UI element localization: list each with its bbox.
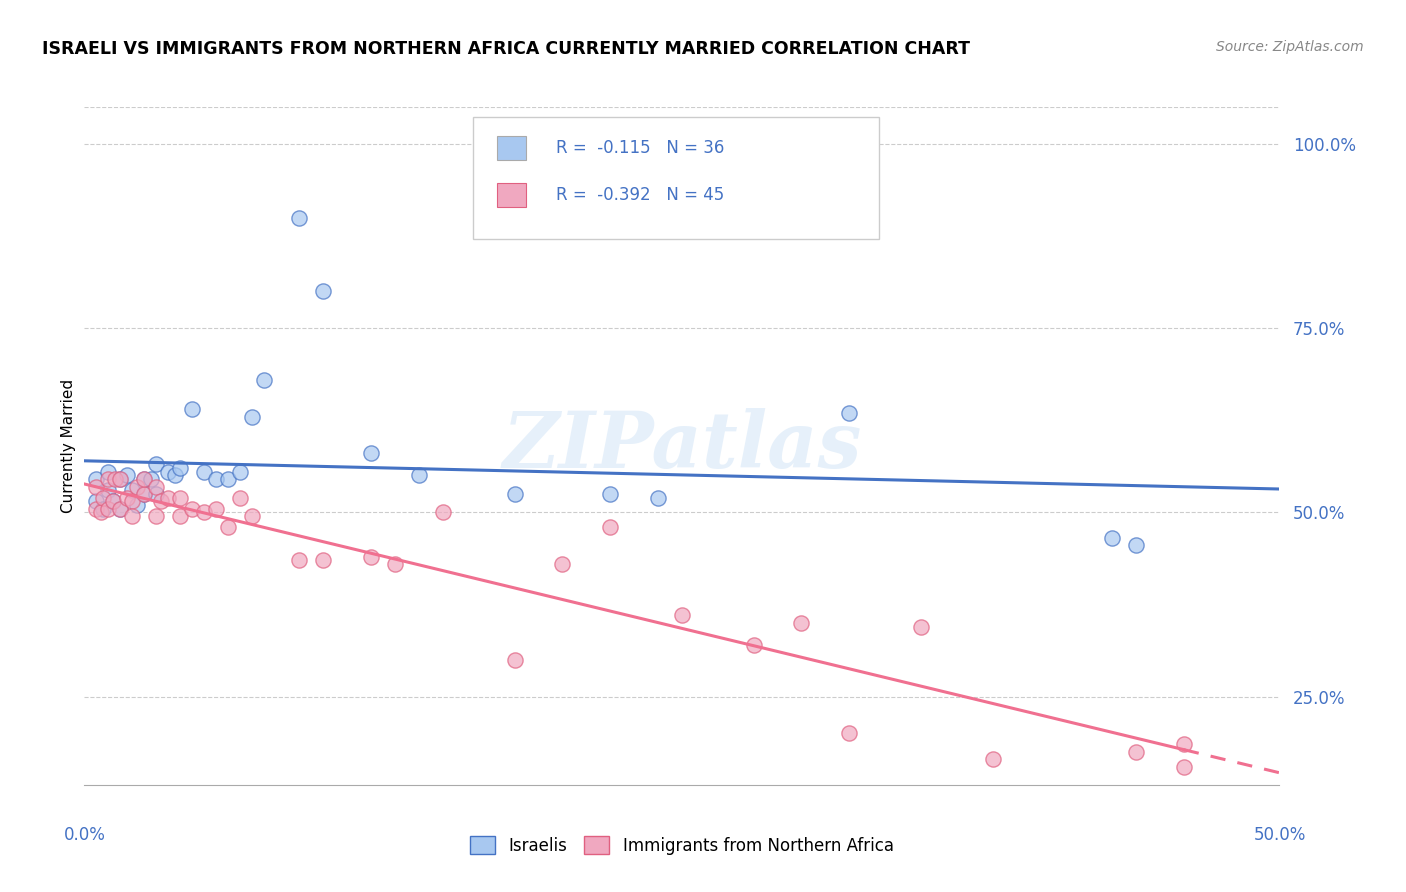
Point bbox=[97, 465, 120, 479]
Point bbox=[599, 520, 621, 534]
Point bbox=[132, 487, 156, 501]
Point bbox=[240, 409, 263, 424]
Point bbox=[121, 494, 143, 508]
Point bbox=[551, 557, 574, 571]
Point bbox=[145, 458, 167, 472]
Point bbox=[101, 494, 124, 508]
Text: ZIPatlas: ZIPatlas bbox=[502, 408, 862, 484]
Point bbox=[205, 472, 228, 486]
Point bbox=[141, 472, 163, 486]
Point bbox=[110, 501, 132, 516]
Point bbox=[121, 483, 143, 498]
Point bbox=[169, 491, 191, 505]
Point bbox=[110, 501, 132, 516]
Point bbox=[360, 446, 382, 460]
Point bbox=[432, 505, 454, 519]
Point bbox=[1125, 539, 1147, 553]
Point bbox=[288, 553, 311, 567]
Point bbox=[117, 491, 139, 505]
FancyBboxPatch shape bbox=[496, 183, 526, 207]
Point bbox=[86, 494, 108, 508]
Point bbox=[86, 479, 108, 493]
Point bbox=[1173, 759, 1195, 773]
Point bbox=[503, 653, 526, 667]
Point bbox=[229, 491, 252, 505]
Point bbox=[384, 557, 406, 571]
Point bbox=[165, 468, 187, 483]
Point bbox=[145, 487, 167, 501]
Point bbox=[193, 505, 215, 519]
Point bbox=[121, 508, 143, 523]
Point bbox=[97, 483, 120, 498]
Text: R =  -0.115   N = 36: R = -0.115 N = 36 bbox=[557, 139, 725, 157]
Point bbox=[125, 498, 148, 512]
Point bbox=[149, 494, 172, 508]
Point bbox=[86, 472, 108, 486]
Point bbox=[838, 406, 860, 420]
Text: ISRAELI VS IMMIGRANTS FROM NORTHERN AFRICA CURRENTLY MARRIED CORRELATION CHART: ISRAELI VS IMMIGRANTS FROM NORTHERN AFRI… bbox=[42, 40, 970, 58]
Point bbox=[253, 373, 276, 387]
Point bbox=[90, 505, 112, 519]
Point bbox=[117, 468, 139, 483]
Point bbox=[145, 479, 167, 493]
Point bbox=[110, 472, 132, 486]
Point bbox=[132, 487, 156, 501]
Point bbox=[647, 491, 669, 505]
Point bbox=[181, 402, 204, 417]
Y-axis label: Currently Married: Currently Married bbox=[60, 379, 76, 513]
Point bbox=[101, 494, 124, 508]
Point bbox=[229, 465, 252, 479]
Point bbox=[599, 487, 621, 501]
Point bbox=[503, 487, 526, 501]
Point bbox=[742, 638, 765, 652]
Point bbox=[157, 465, 180, 479]
Point bbox=[125, 479, 148, 493]
Point bbox=[217, 520, 239, 534]
Point bbox=[97, 501, 120, 516]
Point bbox=[157, 491, 180, 505]
Point bbox=[93, 491, 115, 505]
Text: Source: ZipAtlas.com: Source: ZipAtlas.com bbox=[1216, 40, 1364, 54]
Point bbox=[181, 501, 204, 516]
Point bbox=[360, 549, 382, 564]
Point bbox=[981, 752, 1004, 766]
Legend: Israelis, Immigrants from Northern Africa: Israelis, Immigrants from Northern Afric… bbox=[470, 837, 894, 855]
Point bbox=[1173, 738, 1195, 752]
Point bbox=[838, 726, 860, 740]
Point bbox=[145, 508, 167, 523]
Text: R =  -0.392   N = 45: R = -0.392 N = 45 bbox=[557, 186, 724, 204]
Point bbox=[671, 608, 693, 623]
Point bbox=[110, 472, 132, 486]
Point bbox=[104, 472, 127, 486]
Point bbox=[93, 501, 115, 516]
Point bbox=[1125, 745, 1147, 759]
Point bbox=[1101, 531, 1123, 545]
Point bbox=[97, 472, 120, 486]
Point bbox=[408, 468, 430, 483]
Point bbox=[193, 465, 215, 479]
FancyBboxPatch shape bbox=[496, 136, 526, 160]
Point bbox=[132, 472, 156, 486]
Text: 0.0%: 0.0% bbox=[63, 826, 105, 844]
FancyBboxPatch shape bbox=[472, 117, 879, 239]
Point bbox=[312, 553, 335, 567]
Point bbox=[312, 285, 335, 299]
Point bbox=[169, 461, 191, 475]
Point bbox=[217, 472, 239, 486]
Point bbox=[132, 472, 156, 486]
Point bbox=[790, 615, 813, 630]
Point bbox=[910, 619, 932, 633]
Point bbox=[169, 508, 191, 523]
Text: 50.0%: 50.0% bbox=[1253, 826, 1306, 844]
Point bbox=[240, 508, 263, 523]
Point bbox=[205, 501, 228, 516]
Point bbox=[288, 211, 311, 225]
Point bbox=[86, 501, 108, 516]
